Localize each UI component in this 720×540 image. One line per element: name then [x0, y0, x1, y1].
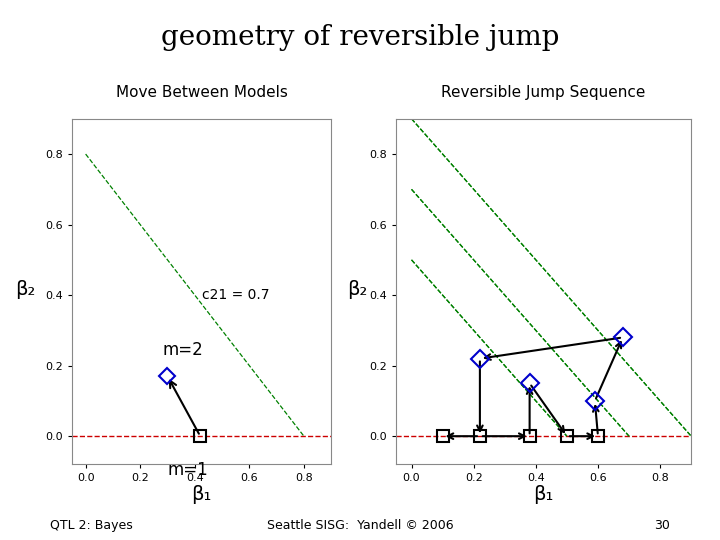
X-axis label: β₁: β₁: [534, 485, 554, 504]
Text: geometry of reversible jump: geometry of reversible jump: [161, 24, 559, 51]
Text: Seattle SISG:  Yandell © 2006: Seattle SISG: Yandell © 2006: [266, 519, 454, 532]
Text: 30: 30: [654, 519, 670, 532]
Text: m=2: m=2: [162, 341, 203, 359]
Y-axis label: β₂: β₂: [348, 280, 368, 299]
Text: m=1: m=1: [168, 461, 208, 479]
Text: c21 = 0.7: c21 = 0.7: [202, 288, 269, 302]
Text: Move Between Models: Move Between Models: [116, 85, 287, 100]
Y-axis label: β₂: β₂: [15, 280, 35, 299]
X-axis label: β₁: β₁: [192, 485, 212, 504]
Text: Reversible Jump Sequence: Reversible Jump Sequence: [441, 85, 646, 100]
Text: QTL 2: Bayes: QTL 2: Bayes: [50, 519, 133, 532]
